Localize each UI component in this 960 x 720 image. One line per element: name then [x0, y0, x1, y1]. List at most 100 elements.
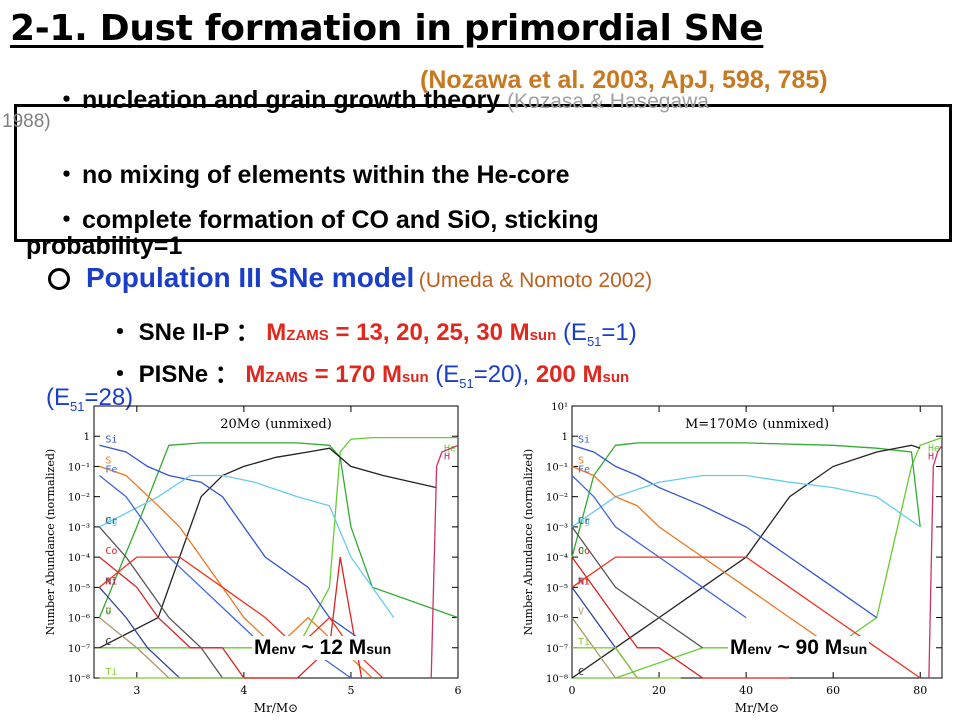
- series-h-line: [928, 444, 943, 679]
- x-tick-label: 4: [240, 684, 247, 697]
- y-tick-label: 10⁻⁶: [546, 614, 568, 625]
- sne-label: SNe II-P: [138, 319, 229, 346]
- bullet-3: ・ complete formation of CO and SiO, stick…: [54, 200, 599, 236]
- x-tick-label: 5: [347, 684, 354, 697]
- bullet-2-text: no mixing of elements within the He-core: [82, 161, 570, 189]
- slide-title: 2-1. Dust formation in primordial SNe: [10, 8, 764, 49]
- bullet-2: ・ no mixing of elements within the He-cor…: [54, 155, 570, 191]
- series-label-mg: Mg: [578, 516, 590, 527]
- series-label-ni: Ni: [105, 576, 117, 587]
- x-tick-label: 40: [739, 684, 753, 697]
- series-ti-line: [572, 647, 681, 679]
- series-h-line: [430, 444, 459, 679]
- series-label-c: C: [578, 667, 584, 678]
- series-si-line: [99, 444, 373, 649]
- series-o-line: [571, 442, 921, 558]
- abundance-chart-170msun: M=170M⊙ (unmixed) 10⁻⁸ 10⁻⁷ 10⁻⁶ 10⁻⁵ 10⁻⁴ 10⁻…: [522, 402, 943, 715]
- model-heading: Population III SNe model (Umeda & Nomoto…: [48, 262, 652, 294]
- series-ni-line: [571, 586, 660, 679]
- y-tick-label: 10⁻⁴: [546, 553, 568, 564]
- pisne-line-cont: (E51=28): [46, 384, 133, 414]
- series-mg-line: [99, 474, 395, 618]
- y-tick-label: 1: [562, 432, 568, 443]
- series-label-fe: Fe: [578, 465, 590, 476]
- bullet-dot: ・: [108, 319, 132, 346]
- series-label-o: O: [105, 607, 111, 618]
- series-label-mg: Mg: [105, 516, 117, 527]
- series-label-si: Si: [105, 434, 117, 445]
- pisne-energy-1: (E51=20),: [435, 361, 536, 391]
- series-label-fe: Fe: [105, 465, 117, 476]
- chart-title: M=170M⊙ (unmixed): [685, 417, 829, 432]
- series-label-ni: Ni: [578, 576, 590, 587]
- y-tick-label: 10⁻⁵: [546, 583, 568, 594]
- paper-reference: (Nozawa et al. 2003, ApJ, 598, 785): [420, 66, 828, 94]
- y-tick-label: 10⁻¹: [68, 462, 90, 473]
- y-tick-label: 10⁻⁶: [68, 614, 90, 625]
- y-tick-label: 10⁻⁸: [546, 674, 568, 685]
- bullet-dot: ・: [54, 206, 80, 234]
- series-label-al: Al: [105, 576, 117, 587]
- pisne-mass-1: MZAMS = 170 Msun: [245, 361, 429, 388]
- y-axis-label: Number Abundance (normalized): [44, 449, 57, 635]
- series-label-si: Si: [578, 434, 590, 445]
- sne-mass: MZAMS = 13, 20, 25, 30 Msun: [266, 319, 557, 346]
- model-ref: (Umeda & Nomoto 2002): [418, 269, 653, 292]
- menv-label-left: Menv ~ 12 Msun: [252, 636, 394, 660]
- series-si-line: [571, 444, 878, 619]
- bullet-3-cont: probability=1: [26, 232, 183, 260]
- series-label-cr: Cr: [578, 516, 590, 527]
- series-label-co: Co: [578, 546, 590, 557]
- series-v-line: [571, 617, 638, 679]
- y-tick-label: 10⁻¹: [546, 462, 568, 473]
- bullet-dot: ・: [54, 161, 80, 189]
- bullet-3-text: complete formation of CO and SiO, sticki…: [82, 206, 599, 234]
- x-tick-label: 20: [652, 684, 666, 697]
- y-axis-label: Number Abundance (normalized): [522, 449, 535, 635]
- colon: ：: [214, 361, 239, 388]
- x-tick-label: 0: [569, 684, 576, 697]
- series-label-v: V: [578, 607, 584, 618]
- series-label-h: H: [444, 451, 450, 462]
- series-label-c: C: [105, 637, 111, 648]
- pisne-mass-2: 200 Msun: [535, 361, 630, 388]
- pisne-energy-2: (E51=28): [46, 384, 134, 414]
- pisne-label: PISNe: [138, 361, 209, 388]
- abundance-chart-20msun: 20M⊙ (unmixed) 10⁻⁸ 10⁻⁷ 10⁻⁶ 10⁻⁵ 10⁻⁴ 10⁻³ 10…: [44, 405, 462, 715]
- y-tick-label: 10⁻⁸: [68, 674, 90, 685]
- bullet-1-ref: (Kozasa & Hasegawa: [507, 90, 709, 113]
- series-c-line: [571, 444, 921, 679]
- series-cr-line: [571, 526, 703, 649]
- series-label-h: H: [928, 451, 934, 462]
- x-axis-label: Mr/M⊙: [254, 701, 298, 715]
- x-tick-label: 3: [133, 684, 140, 697]
- sne-iip-line: ・ SNe II-P ： MZAMS = 13, 20, 25, 30 Msun…: [108, 312, 637, 349]
- series-co-line: [98, 556, 363, 679]
- x-axis-label: Mr/M⊙: [735, 701, 779, 715]
- x-tick-label: 60: [826, 684, 840, 697]
- colon: ：: [235, 319, 260, 346]
- bullet-1-ref-cont: 1988): [2, 111, 51, 132]
- y-tick-label: 10⁻²: [546, 493, 568, 504]
- menv-label-right: Menv ~ 90 Msun: [728, 636, 870, 660]
- y-tick-label: 10⁻³: [68, 523, 90, 534]
- series-c-line: [99, 447, 437, 649]
- series-label-s: S: [578, 455, 584, 466]
- y-tick-label: 10⁻⁷: [546, 644, 568, 655]
- x-tick-label: 6: [455, 684, 462, 697]
- bullet-1-text: nucleation and grain growth theory: [82, 86, 501, 114]
- bullet-box: [14, 104, 952, 242]
- series-label-v: V: [105, 607, 111, 618]
- bullet-1: ・ nucleation and grain growth theory (Koz…: [54, 80, 709, 116]
- bullet-dot: ・: [108, 361, 132, 388]
- model-heading-text: Population III SNe model: [86, 262, 415, 293]
- y-tick-label: 1: [84, 432, 90, 443]
- y-tick-label: 10¹: [551, 402, 568, 413]
- y-tick-label: 10⁻⁴: [68, 553, 90, 564]
- series-co-line: [571, 556, 790, 679]
- circle-bullet-icon: [48, 268, 70, 290]
- y-tick-label: 10⁻³: [546, 523, 568, 534]
- series-label-al: Al: [578, 576, 590, 587]
- series-label-he: He: [928, 444, 940, 455]
- series-label-o: O: [578, 546, 584, 557]
